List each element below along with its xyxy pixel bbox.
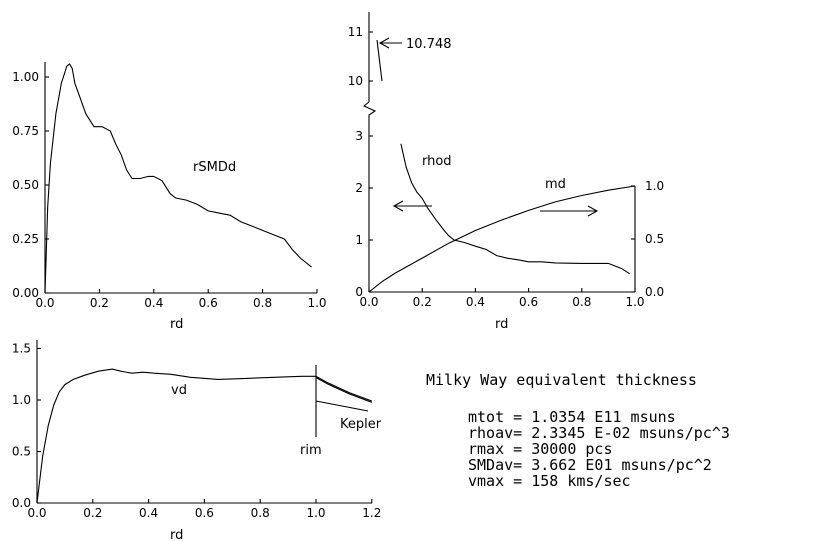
p2-yl-tick-label: 11 [348,25,363,39]
md-label: md [545,177,566,192]
md-arrow-head [587,205,599,217]
p3-x-tick-label: 1.0 [306,506,325,520]
p2-yl-tick-label: 2 [355,181,363,195]
p1-x-tick-label: 0.6 [199,296,218,310]
p3-y-tick-label: 1.0 [12,393,31,407]
p3-x-tick-label: 0.0 [27,506,46,520]
panel-velocity: 0.0 0.2 0.4 0.6 0.8 1.0 1.2 0.0 0.5 1.0 1.5 vd Kep… [12,340,382,542]
rhod-label: rhod [422,154,452,169]
rhod-arrow-head [392,200,404,212]
p2-yr-tick-label: 1.0 [645,179,664,193]
p3-x-tick-label: 0.6 [195,506,214,520]
p1-x-label: rd [170,317,183,332]
p1-y-tick-label: 1.00 [12,70,39,84]
p2-x-label: rd [495,317,508,332]
p2-x-tick-label: 0.0 [359,295,378,309]
info-smdav: SMDav= 3.662 E01 msuns/pc^2 [468,456,712,474]
axis-break-mark [362,101,377,120]
p1-x-tick-label: 0.8 [253,296,272,310]
vd-label: vd [171,383,187,398]
p2-x-tick-label: 1.0 [625,295,644,309]
p2-yl-tick-label: 10 [348,74,363,88]
peak-value-label: 10.748 [406,37,452,52]
p1-x-tick-label: 0.2 [90,296,109,310]
p2-yr-tick-label: 0.5 [645,232,664,246]
p2-yl-tick-label: 3 [355,129,363,143]
p1-x-tick-label: 1.0 [307,296,326,310]
p1-y-tick-label: 0.00 [12,286,39,300]
p2-x-tick-label: 0.8 [572,295,591,309]
peak-arrow-head [378,37,390,49]
p1-y-tick-label: 0.75 [12,124,39,138]
p2-yl-tick-label: 1 [355,233,363,247]
p3-x-tick-label: 0.8 [251,506,270,520]
panel-surface-density: 0.0 0.2 0.4 0.6 0.8 1.0 0.00 0.25 0.50 0.75 1.00 r… [12,62,327,332]
p3-y-tick-label: 0.0 [12,496,31,510]
p3-y-tick-label: 0.5 [12,445,31,459]
rSMDd-curve [44,63,312,294]
p3-x-tick-label: 1.2 [362,506,381,520]
p3-x-tick-label: 0.2 [83,506,102,520]
p3-x-tick-label: 0.4 [139,506,158,520]
p2-x-tick-label: 0.4 [466,295,485,309]
p1-y-tick-label: 0.50 [12,178,39,192]
p2-yl-tick-label: 0 [355,285,363,299]
info-title: Milky Way equivalent thickness [426,371,697,389]
p2-x-tick-label: 0.2 [413,295,432,309]
rim-label: rim [300,443,322,458]
vd-curve [36,368,316,504]
info-vmax: vmax = 158 kms/sec [468,472,631,490]
p1-x-tick-label: 0.4 [144,296,163,310]
info-rmax: rmax = 30000 pcs [468,440,613,458]
p1-x-tick-label: 0.0 [35,296,54,310]
rSMDd-label: rSMDd [193,160,236,175]
p2-x-tick-label: 0.6 [519,295,538,309]
p1-y-tick-label: 0.25 [12,232,39,246]
p3-y-tick-label: 1.5 [12,342,31,356]
rhod-curve [400,143,630,275]
peak-value-line [376,39,383,82]
md-curve [368,185,636,293]
info-rhoav: rhoav= 2.3345 E-02 msuns/pc^3 [468,424,730,442]
panel-density-mass: 0.0 0.2 0.4 0.6 0.8 1.0 0 1 2 3 10 11 0.0 0.5 1.0 10.7… [348,12,664,332]
info-mtot: mtot = 1.0354 E11 msuns [468,408,676,426]
p3-x-label: rd [170,528,183,542]
kepler-curve-shadow [315,377,372,403]
kepler-curve [315,375,372,402]
kepler-label: Kepler [340,417,382,432]
p2-yr-tick-label: 0.0 [645,285,664,299]
kepler-pointer [315,400,369,412]
